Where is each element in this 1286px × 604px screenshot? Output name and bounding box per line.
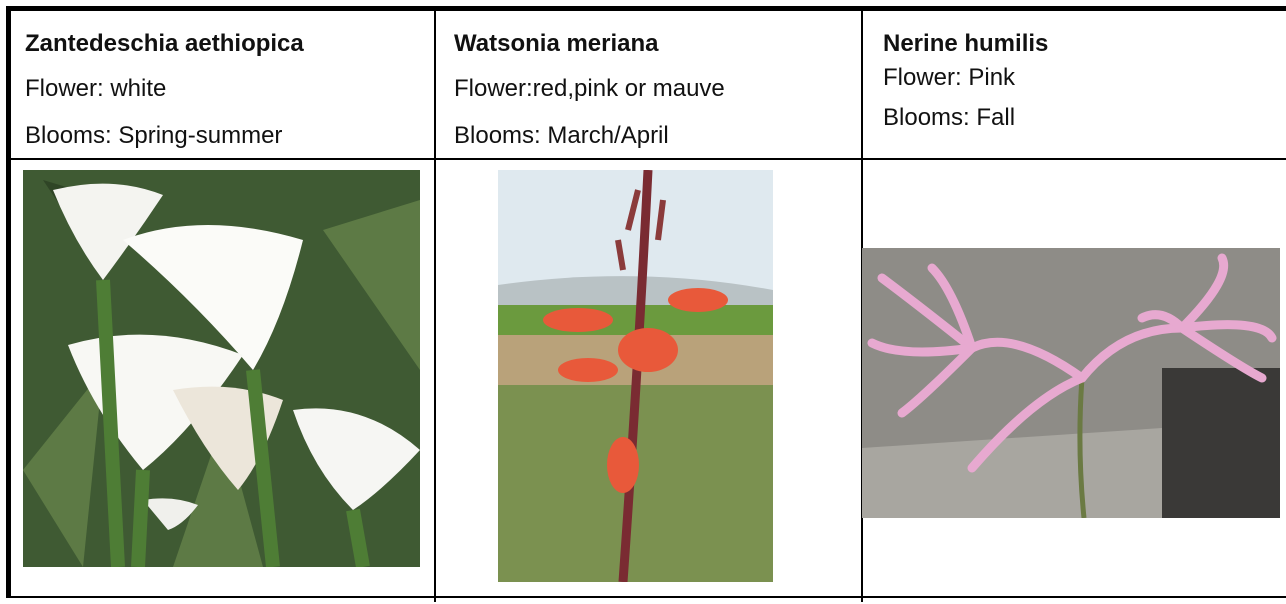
column-divider xyxy=(434,8,436,602)
bloom-time: Blooms: Spring-summer xyxy=(25,122,283,149)
calla-lily-photo xyxy=(23,170,420,567)
bloom-time: Blooms: Fall xyxy=(883,104,1016,131)
flower-color: Flower: white xyxy=(25,75,167,102)
nerine-photo xyxy=(862,248,1280,518)
flower-color: Flower:red,pink or mauve xyxy=(454,75,725,102)
bloom-time: Blooms: March/April xyxy=(454,122,669,149)
plant-name: Zantedeschia aethiopica xyxy=(25,30,304,57)
row-divider xyxy=(8,158,1286,160)
plant-name: Nerine humilis xyxy=(883,30,1049,57)
watsonia-photo xyxy=(498,170,773,582)
plant-name: Watsonia meriana xyxy=(454,30,659,57)
flower-color: Flower: Pink xyxy=(883,64,1016,91)
table-border xyxy=(6,6,1286,598)
